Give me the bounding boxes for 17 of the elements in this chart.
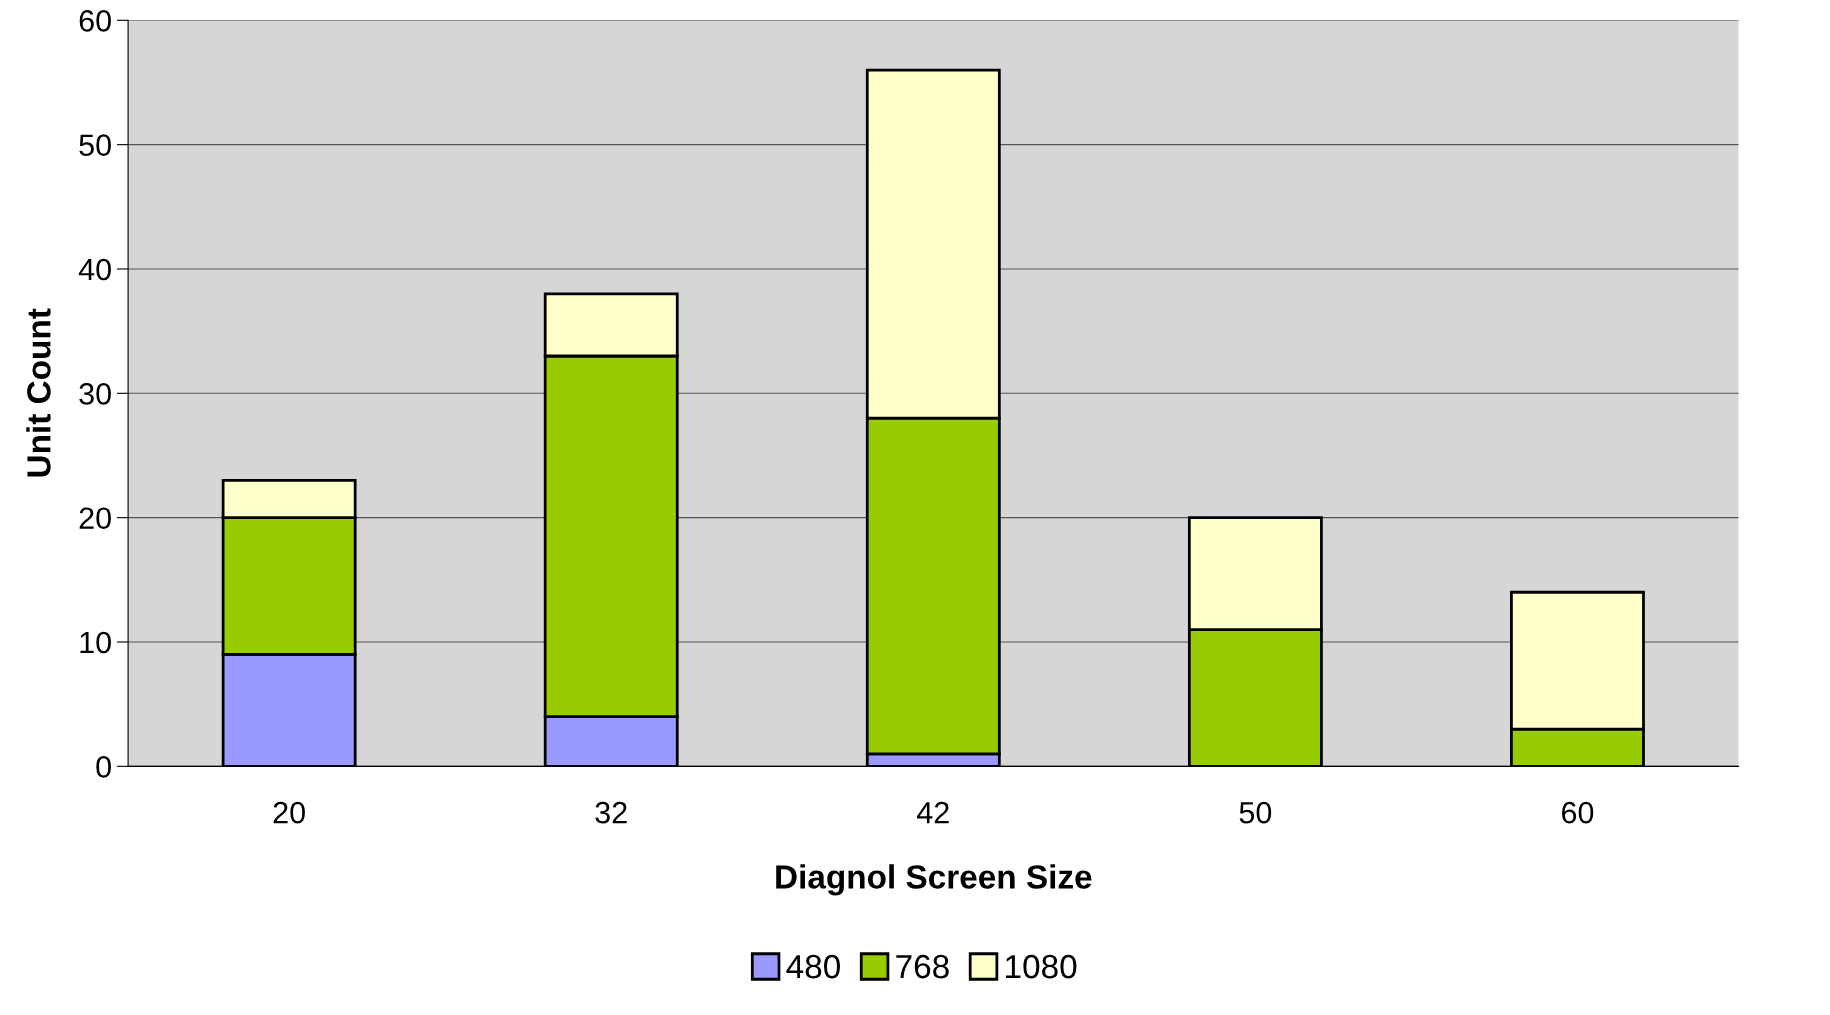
y-tick-label: 20 bbox=[79, 507, 111, 530]
x-axis-title: Diagnol Screen Size bbox=[776, 864, 1092, 896]
x-tick-label: 42 bbox=[917, 801, 949, 824]
y-axis-title: Unit Count bbox=[26, 308, 51, 477]
x-tick-label: 32 bbox=[595, 801, 627, 824]
legend-label: 768 bbox=[896, 954, 949, 979]
x-tick-label: 20 bbox=[273, 801, 305, 824]
y-tick-label: 40 bbox=[78, 258, 111, 281]
y-tick-label: 60 bbox=[79, 10, 111, 32]
y-tick-label: 10 bbox=[80, 631, 111, 654]
x-tick-label: 50 bbox=[1239, 801, 1272, 824]
y-tick-label: 0 bbox=[96, 756, 111, 778]
legend-label: 1080 bbox=[1006, 954, 1077, 979]
y-tick-label: 50 bbox=[79, 134, 111, 157]
legend-label: 480 bbox=[786, 954, 840, 979]
x-tick-label: 60 bbox=[1562, 801, 1594, 824]
y-tick-label: 30 bbox=[79, 383, 111, 405]
